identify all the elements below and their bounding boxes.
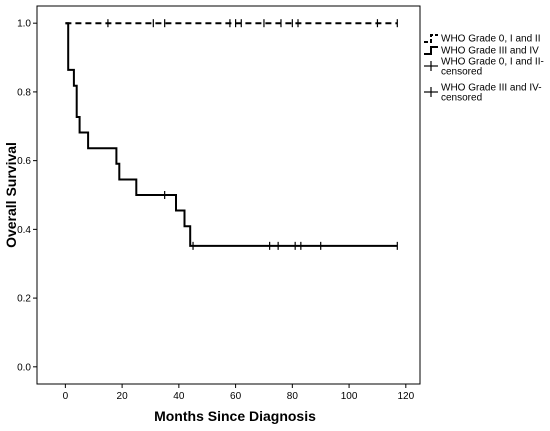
- y-axis-title: Overall Survival: [3, 142, 19, 248]
- x-tick-label: 40: [173, 391, 185, 402]
- x-tick-label: 120: [397, 391, 414, 402]
- y-tick-label: 0.4: [17, 225, 31, 236]
- legend-label: WHO Grade 0, I and II-censored: [441, 57, 544, 78]
- y-tick-label: 1.0: [17, 19, 31, 30]
- legend-label: WHO Grade III and IV: [441, 46, 539, 57]
- series-layer: [65, 22, 398, 247]
- plot-frame: [36, 5, 421, 385]
- x-tick-label: 60: [230, 391, 242, 402]
- x-tick-label: 20: [117, 391, 129, 402]
- y-axis: 0.0 0.2 0.4 0.6 0.8 1.0: [17, 19, 37, 373]
- x-axis: 0 20 40 60 80 100 120: [63, 384, 415, 402]
- x-tick-label: 100: [341, 391, 358, 402]
- censor-marks-layer: [107, 19, 398, 250]
- x-tick-label: 0: [63, 391, 69, 402]
- legend-swatch-dashed: [424, 34, 438, 43]
- legend-label: WHO Grade III and IV-censored: [441, 83, 542, 104]
- x-axis-title: Months Since Diagnosis: [154, 408, 316, 424]
- survival-curve-grade-iii-iv: [65, 22, 398, 247]
- y-tick-label: 0.6: [17, 156, 31, 167]
- y-tick-label: 0.0: [17, 362, 31, 373]
- y-tick-label: 0.2: [17, 294, 31, 305]
- x-tick-label: 80: [287, 391, 299, 402]
- legend-label: WHO Grade 0, I and II: [441, 34, 540, 45]
- legend-swatch-solid: [424, 46, 438, 55]
- y-tick-label: 0.8: [17, 87, 31, 98]
